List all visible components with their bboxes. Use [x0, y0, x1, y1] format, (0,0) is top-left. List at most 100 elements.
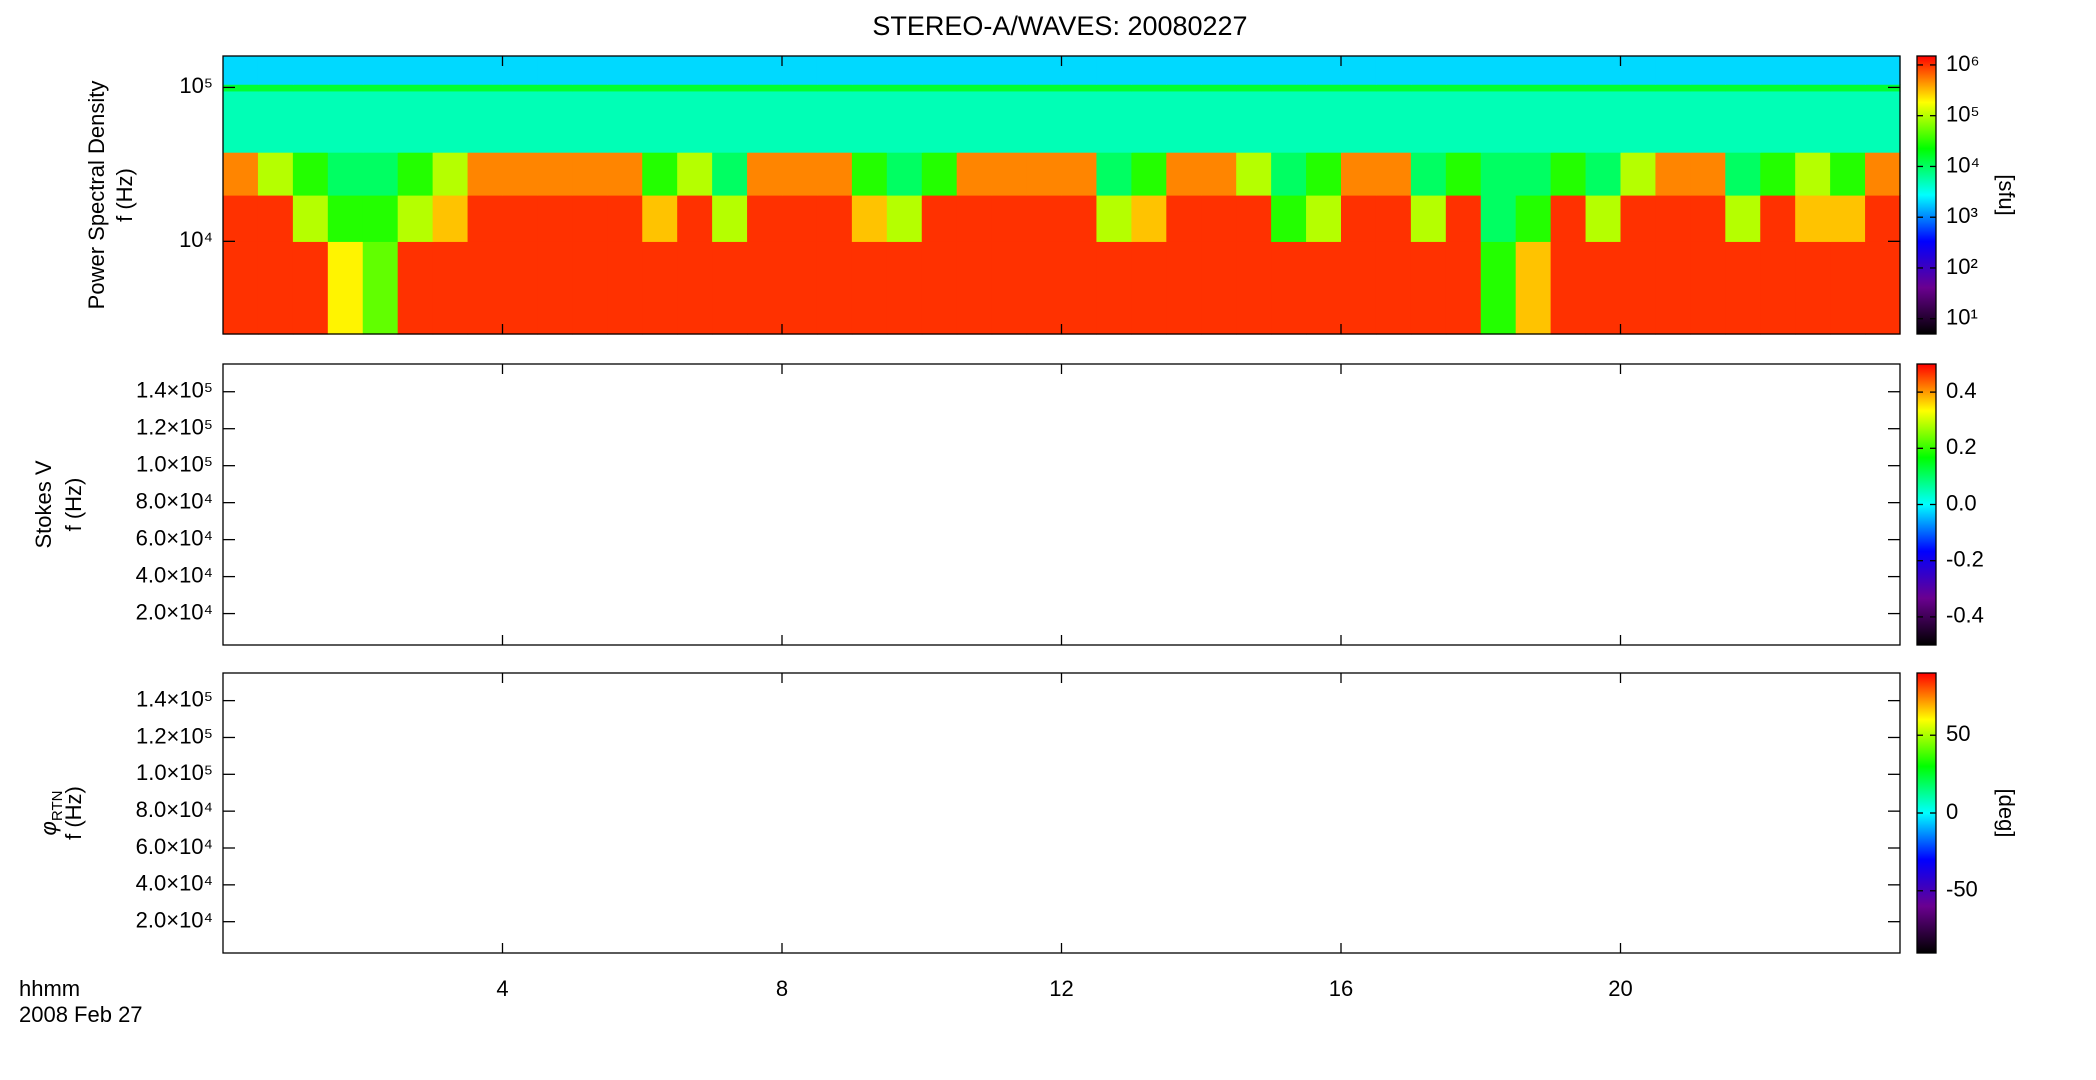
- y-tick-label: 6.0×10⁴: [136, 834, 213, 859]
- x-tick-label: 20: [1608, 976, 1632, 1001]
- y-tick-label: 1.0×10⁵: [136, 760, 213, 785]
- y-axis-label: f (Hz): [61, 478, 86, 532]
- heatmap-cell: [782, 90, 818, 153]
- heatmap-cell: [1655, 90, 1691, 153]
- heatmap-cell: [991, 84, 1028, 92]
- heatmap-cell: [1026, 152, 1063, 196]
- colorbar-tick-label: 50: [1946, 721, 1970, 746]
- heatmap-cell: [886, 195, 923, 242]
- heatmap-cell: [1306, 195, 1342, 242]
- heatmap-cell: [572, 241, 608, 335]
- heatmap-cell: [327, 56, 364, 85]
- heatmap-cell: [1445, 90, 1482, 153]
- heatmap-cell: [1341, 195, 1377, 242]
- heatmap-cell: [1830, 152, 1866, 196]
- x-tick-label: 12: [1049, 976, 1073, 1001]
- heatmap-cell: [1166, 56, 1202, 85]
- colorbar-tick-label: 0.4: [1946, 378, 1977, 403]
- y-tick-label: 8.0×10⁴: [136, 797, 213, 822]
- heatmap-cell: [1410, 90, 1447, 153]
- heatmap-cell: [607, 195, 643, 242]
- y-tick-label: 1.0×10⁵: [136, 451, 213, 476]
- heatmap-cell: [257, 152, 294, 196]
- heatmap-cell: [1725, 195, 1761, 242]
- heatmap-cell: [1096, 90, 1132, 153]
- heatmap-cell: [223, 84, 259, 92]
- heatmap-cell: [1271, 90, 1307, 153]
- x-axis-date: 2008 Feb 27: [19, 1002, 143, 1027]
- heatmap-cell: [851, 90, 888, 153]
- heatmap-cell: [1795, 241, 1831, 335]
- heatmap-cell: [537, 90, 573, 153]
- heatmap-cell: [747, 152, 783, 196]
- heatmap-cell: [467, 56, 504, 85]
- heatmap-cell: [1725, 84, 1761, 92]
- heatmap-cell: [1655, 241, 1691, 335]
- heatmap-cell: [1655, 195, 1691, 242]
- heatmap-cell: [1166, 195, 1202, 242]
- heatmap-cell: [1201, 56, 1237, 85]
- heatmap-cell: [1201, 90, 1237, 153]
- heatmap-cell: [886, 241, 923, 335]
- heatmap-cell: [956, 152, 993, 196]
- heatmap-cell: [432, 195, 469, 242]
- heatmap-cell: [467, 90, 504, 153]
- colorbar-tick-label: 10⁴: [1946, 152, 1980, 177]
- heatmap-cell: [1865, 56, 1901, 85]
- heatmap-cell: [1620, 56, 1657, 85]
- heatmap-cell: [607, 56, 643, 85]
- heatmap-cell: [1375, 195, 1412, 242]
- heatmap-cell: [956, 56, 993, 85]
- heatmap-cell: [677, 56, 713, 85]
- heatmap-cell: [1795, 195, 1831, 242]
- heatmap-cell: [712, 90, 748, 153]
- heatmap-cell: [642, 84, 678, 92]
- y-axis-label: f (Hz): [61, 786, 86, 840]
- colorbar-tick-label: -0.4: [1946, 603, 1984, 628]
- heatmap-cell: [1445, 152, 1482, 196]
- y-tick-label: 6.0×10⁴: [136, 525, 213, 550]
- heatmap-cell: [1271, 152, 1307, 196]
- heatmap-cell: [1131, 241, 1167, 335]
- heatmap-cell: [1096, 195, 1132, 242]
- heatmap-cell: [816, 90, 853, 153]
- heatmap-cell: [467, 152, 504, 196]
- heatmap-cell: [816, 152, 853, 196]
- colorbar-tick-label: 0.0: [1946, 490, 1977, 515]
- heatmap-cell: [1341, 152, 1377, 196]
- colorbar-tick-label: -50: [1946, 877, 1978, 902]
- heatmap-cell: [1306, 90, 1342, 153]
- heatmap-cell: [991, 195, 1028, 242]
- heatmap-cell: [782, 84, 818, 92]
- heatmap-cell: [1620, 241, 1657, 335]
- heatmap-cell: [1690, 152, 1726, 196]
- heatmap-cell: [1725, 90, 1761, 153]
- heatmap-cell: [712, 152, 748, 196]
- heatmap-cell: [921, 195, 958, 242]
- heatmap-cell: [816, 56, 853, 85]
- heatmap-cell: [1410, 241, 1447, 335]
- heatmap-cell: [1131, 152, 1167, 196]
- heatmap-cell: [1760, 195, 1796, 242]
- y-tick-label: 10⁵: [179, 73, 213, 98]
- x-tick-label: 8: [776, 976, 788, 1001]
- heatmap-cell: [782, 56, 818, 85]
- heatmap-cell: [397, 152, 434, 196]
- heatmap-cell: [1830, 56, 1866, 85]
- heatmap-cell: [537, 195, 573, 242]
- heatmap-cell: [572, 195, 608, 242]
- heatmap-cell: [1131, 56, 1167, 85]
- heatmap-cell: [1865, 152, 1901, 196]
- y-tick-label: 1.4×10⁵: [136, 378, 213, 403]
- heatmap-cell: [432, 152, 469, 196]
- heatmap-cell: [1480, 195, 1517, 242]
- heatmap-cell: [292, 90, 329, 153]
- heatmap-cell: [223, 152, 259, 196]
- heatmap-cell: [362, 152, 399, 196]
- heatmap-cell: [432, 84, 469, 92]
- heatmap-cell: [677, 152, 713, 196]
- colorbar-tick-label: 10⁵: [1946, 102, 1980, 127]
- heatmap-cell: [816, 241, 853, 335]
- heatmap-cell: [502, 56, 539, 85]
- heatmap-cell: [1236, 90, 1272, 153]
